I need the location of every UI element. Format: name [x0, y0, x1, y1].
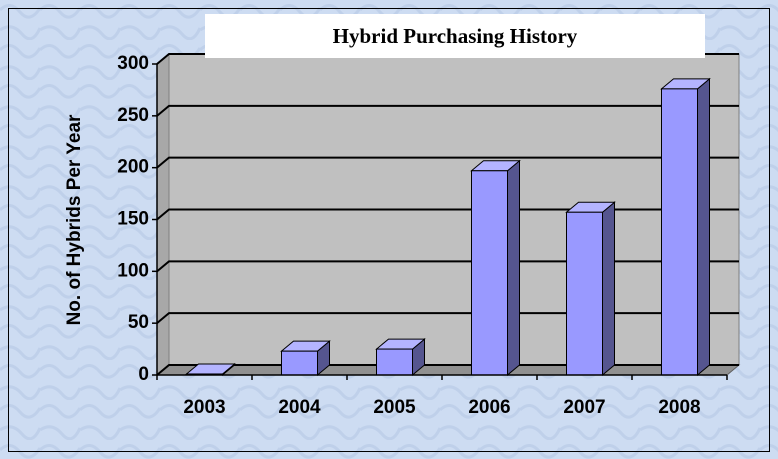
grid-line	[156, 156, 739, 169]
bar	[566, 211, 603, 376]
x-tick-label: 2005	[373, 397, 416, 418]
bar-side	[507, 159, 520, 377]
bar-side	[697, 77, 710, 377]
y-tick-label: 0	[138, 364, 149, 385]
grid-line	[156, 364, 739, 376]
x-tick-label: 2008	[658, 397, 700, 418]
y-tick-label: 50	[128, 312, 149, 333]
chart-title: Hybrid Purchasing History	[333, 24, 578, 48]
bar	[281, 350, 318, 376]
grid-line	[156, 260, 739, 273]
grid-line	[156, 312, 739, 324]
y-axis-label: No. of Hybrids Per Year	[64, 114, 85, 325]
bar	[376, 348, 413, 376]
x-tick-label: 2007	[563, 397, 605, 418]
y-tick-label: 150	[117, 209, 149, 230]
x-tick-label: 2006	[468, 397, 510, 418]
bar	[471, 170, 508, 376]
chart-border	[8, 8, 770, 452]
bar-side	[602, 201, 615, 377]
title-box	[205, 14, 705, 58]
x-tick-label: 2003	[183, 397, 225, 418]
x-tick-label: 2004	[278, 397, 321, 418]
y-tick-label: 100	[117, 260, 149, 281]
grid-line	[156, 208, 739, 221]
grid-line	[156, 104, 739, 117]
bar	[661, 88, 698, 376]
y-tick-label: 300	[117, 53, 149, 74]
y-tick-label: 250	[117, 105, 149, 126]
floor	[155, 364, 741, 376]
y-tick-label: 200	[117, 157, 149, 178]
